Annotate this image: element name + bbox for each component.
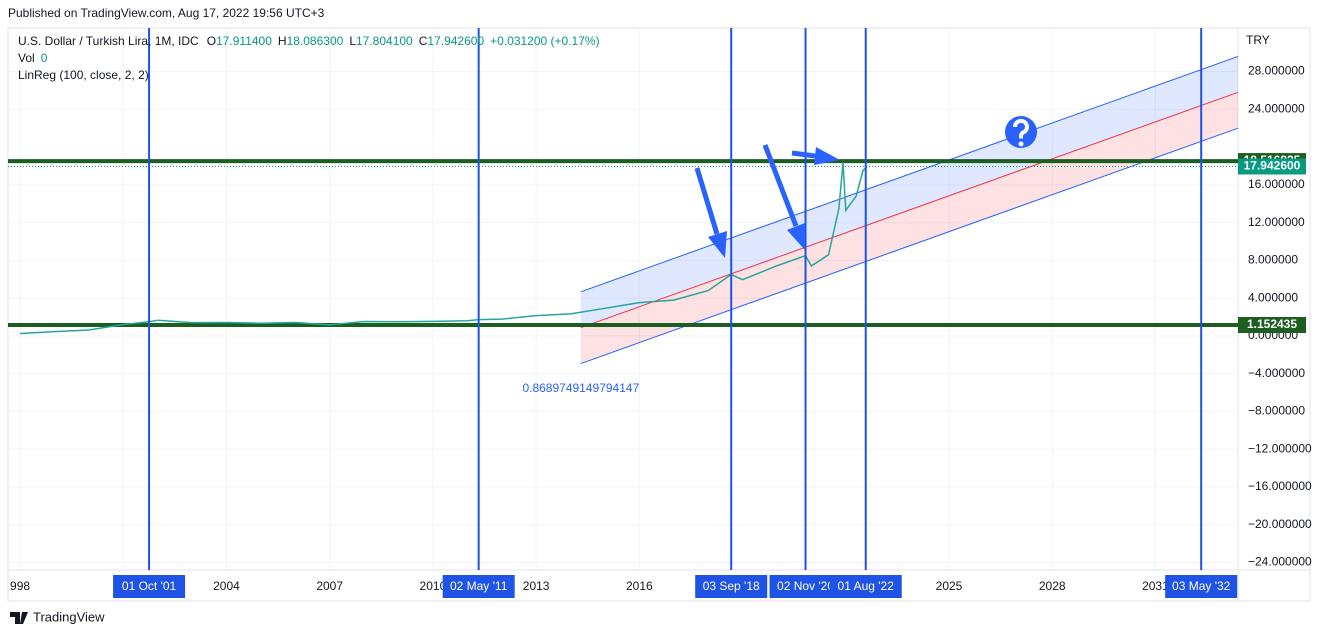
legend-part: 17.942600: [427, 34, 484, 48]
channel-upper: [580, 55, 1239, 293]
y-tick-label: −24.000000: [1248, 555, 1312, 569]
x-tick-label: 2025: [936, 579, 963, 593]
y-tick-label: 12.000000: [1248, 215, 1305, 229]
date-label-bg: [442, 575, 515, 598]
last-price-bg: [1238, 158, 1306, 175]
x-tick-label: 2016: [626, 579, 653, 593]
level-label-bg: [1238, 316, 1306, 333]
date-label-bg: [769, 575, 842, 598]
question-dot: [1018, 141, 1024, 147]
date-label: 03 May '32: [1172, 579, 1231, 593]
x-tick-label: 2031: [1142, 579, 1169, 593]
legend-volume: Vol 0: [18, 51, 48, 65]
legend-part: Vol: [18, 51, 35, 65]
legend-part: L: [349, 34, 356, 48]
y-tick-label: 8.000000: [1248, 253, 1298, 267]
legend-symbol: U.S. Dollar / Turkish Lira, 1M, IDC O17.9…: [18, 34, 600, 48]
x-tick-label: 2028: [1039, 579, 1066, 593]
legend-part: 18.086300: [287, 34, 344, 48]
channel-start-value: 0.8689749149794147: [522, 381, 639, 395]
x-tick-label: 2007: [316, 579, 343, 593]
chart-frame: [7, 27, 1311, 602]
legend-part: H: [278, 34, 287, 48]
y-tick-label: 4.000000: [1248, 290, 1298, 304]
arrow: [791, 150, 816, 159]
channel-upper-fill: [580, 56, 1238, 328]
date-label-bg: [695, 575, 768, 598]
date-label: 02 Nov '20: [777, 579, 834, 593]
y-tick-label: −20.000000: [1248, 517, 1312, 531]
question-mark: [1012, 118, 1029, 139]
date-label: 01 Aug '22: [838, 579, 895, 593]
legend-part: 17.911400: [216, 34, 272, 48]
date-label: 01 Oct '01: [122, 579, 177, 593]
last-price-label: 17.942600: [1244, 159, 1301, 173]
y-tick-label: −12.000000: [1248, 441, 1312, 455]
legend-part: 17.804100: [356, 34, 413, 48]
channel-center: [580, 91, 1239, 329]
arrow-head: [814, 147, 840, 165]
legend-part: 0: [41, 51, 48, 65]
channel-lower: [580, 127, 1239, 365]
date-label-bg: [829, 575, 902, 598]
date-label: 02 May '11: [450, 579, 508, 593]
arrow: [762, 144, 799, 227]
y-tick-label: −16.000000: [1248, 479, 1312, 493]
channel-lower-fill: [580, 92, 1238, 364]
arrow-head: [787, 223, 805, 250]
x-tick-label: 998: [10, 579, 30, 593]
x-tick-label: 2013: [523, 579, 550, 593]
legend-part: O: [207, 34, 216, 48]
legend-indicator: LinReg (100, close, 2, 2): [18, 68, 149, 82]
arrow-head: [708, 231, 727, 258]
y-tick-label: 16.000000: [1248, 177, 1305, 191]
y-tick-label: −4.000000: [1248, 366, 1305, 380]
price-line: [20, 162, 868, 335]
legend-part: C: [419, 34, 428, 48]
date-label-bg: [1165, 575, 1238, 598]
arrow: [694, 167, 720, 235]
y-tick-label: 28.000000: [1248, 64, 1305, 78]
published-note: Published on TradingView.com, Aug 17, 20…: [8, 6, 325, 20]
currency: TRY: [1246, 33, 1270, 47]
legend-part: U.S. Dollar / Turkish Lira, 1M, IDC: [18, 34, 199, 48]
x-tick-label: 2004: [213, 579, 240, 593]
y-tick-label: 24.000000: [1248, 101, 1305, 115]
y-tick-label: −8.000000: [1248, 404, 1305, 418]
plot: 28.000000 24.000000 16.000000 12.000000 8.00…: [7, 27, 1312, 602]
brand: TradingView: [33, 609, 105, 624]
legend-part: +0.031200 (+0.17%): [490, 34, 599, 48]
x-tick-label: 2010: [420, 579, 447, 593]
date-label: 03 Sep '18: [703, 579, 760, 593]
date-label-bg: [113, 575, 186, 598]
level-label: 1.152435: [1247, 317, 1297, 331]
brand-logo: [10, 612, 28, 624]
